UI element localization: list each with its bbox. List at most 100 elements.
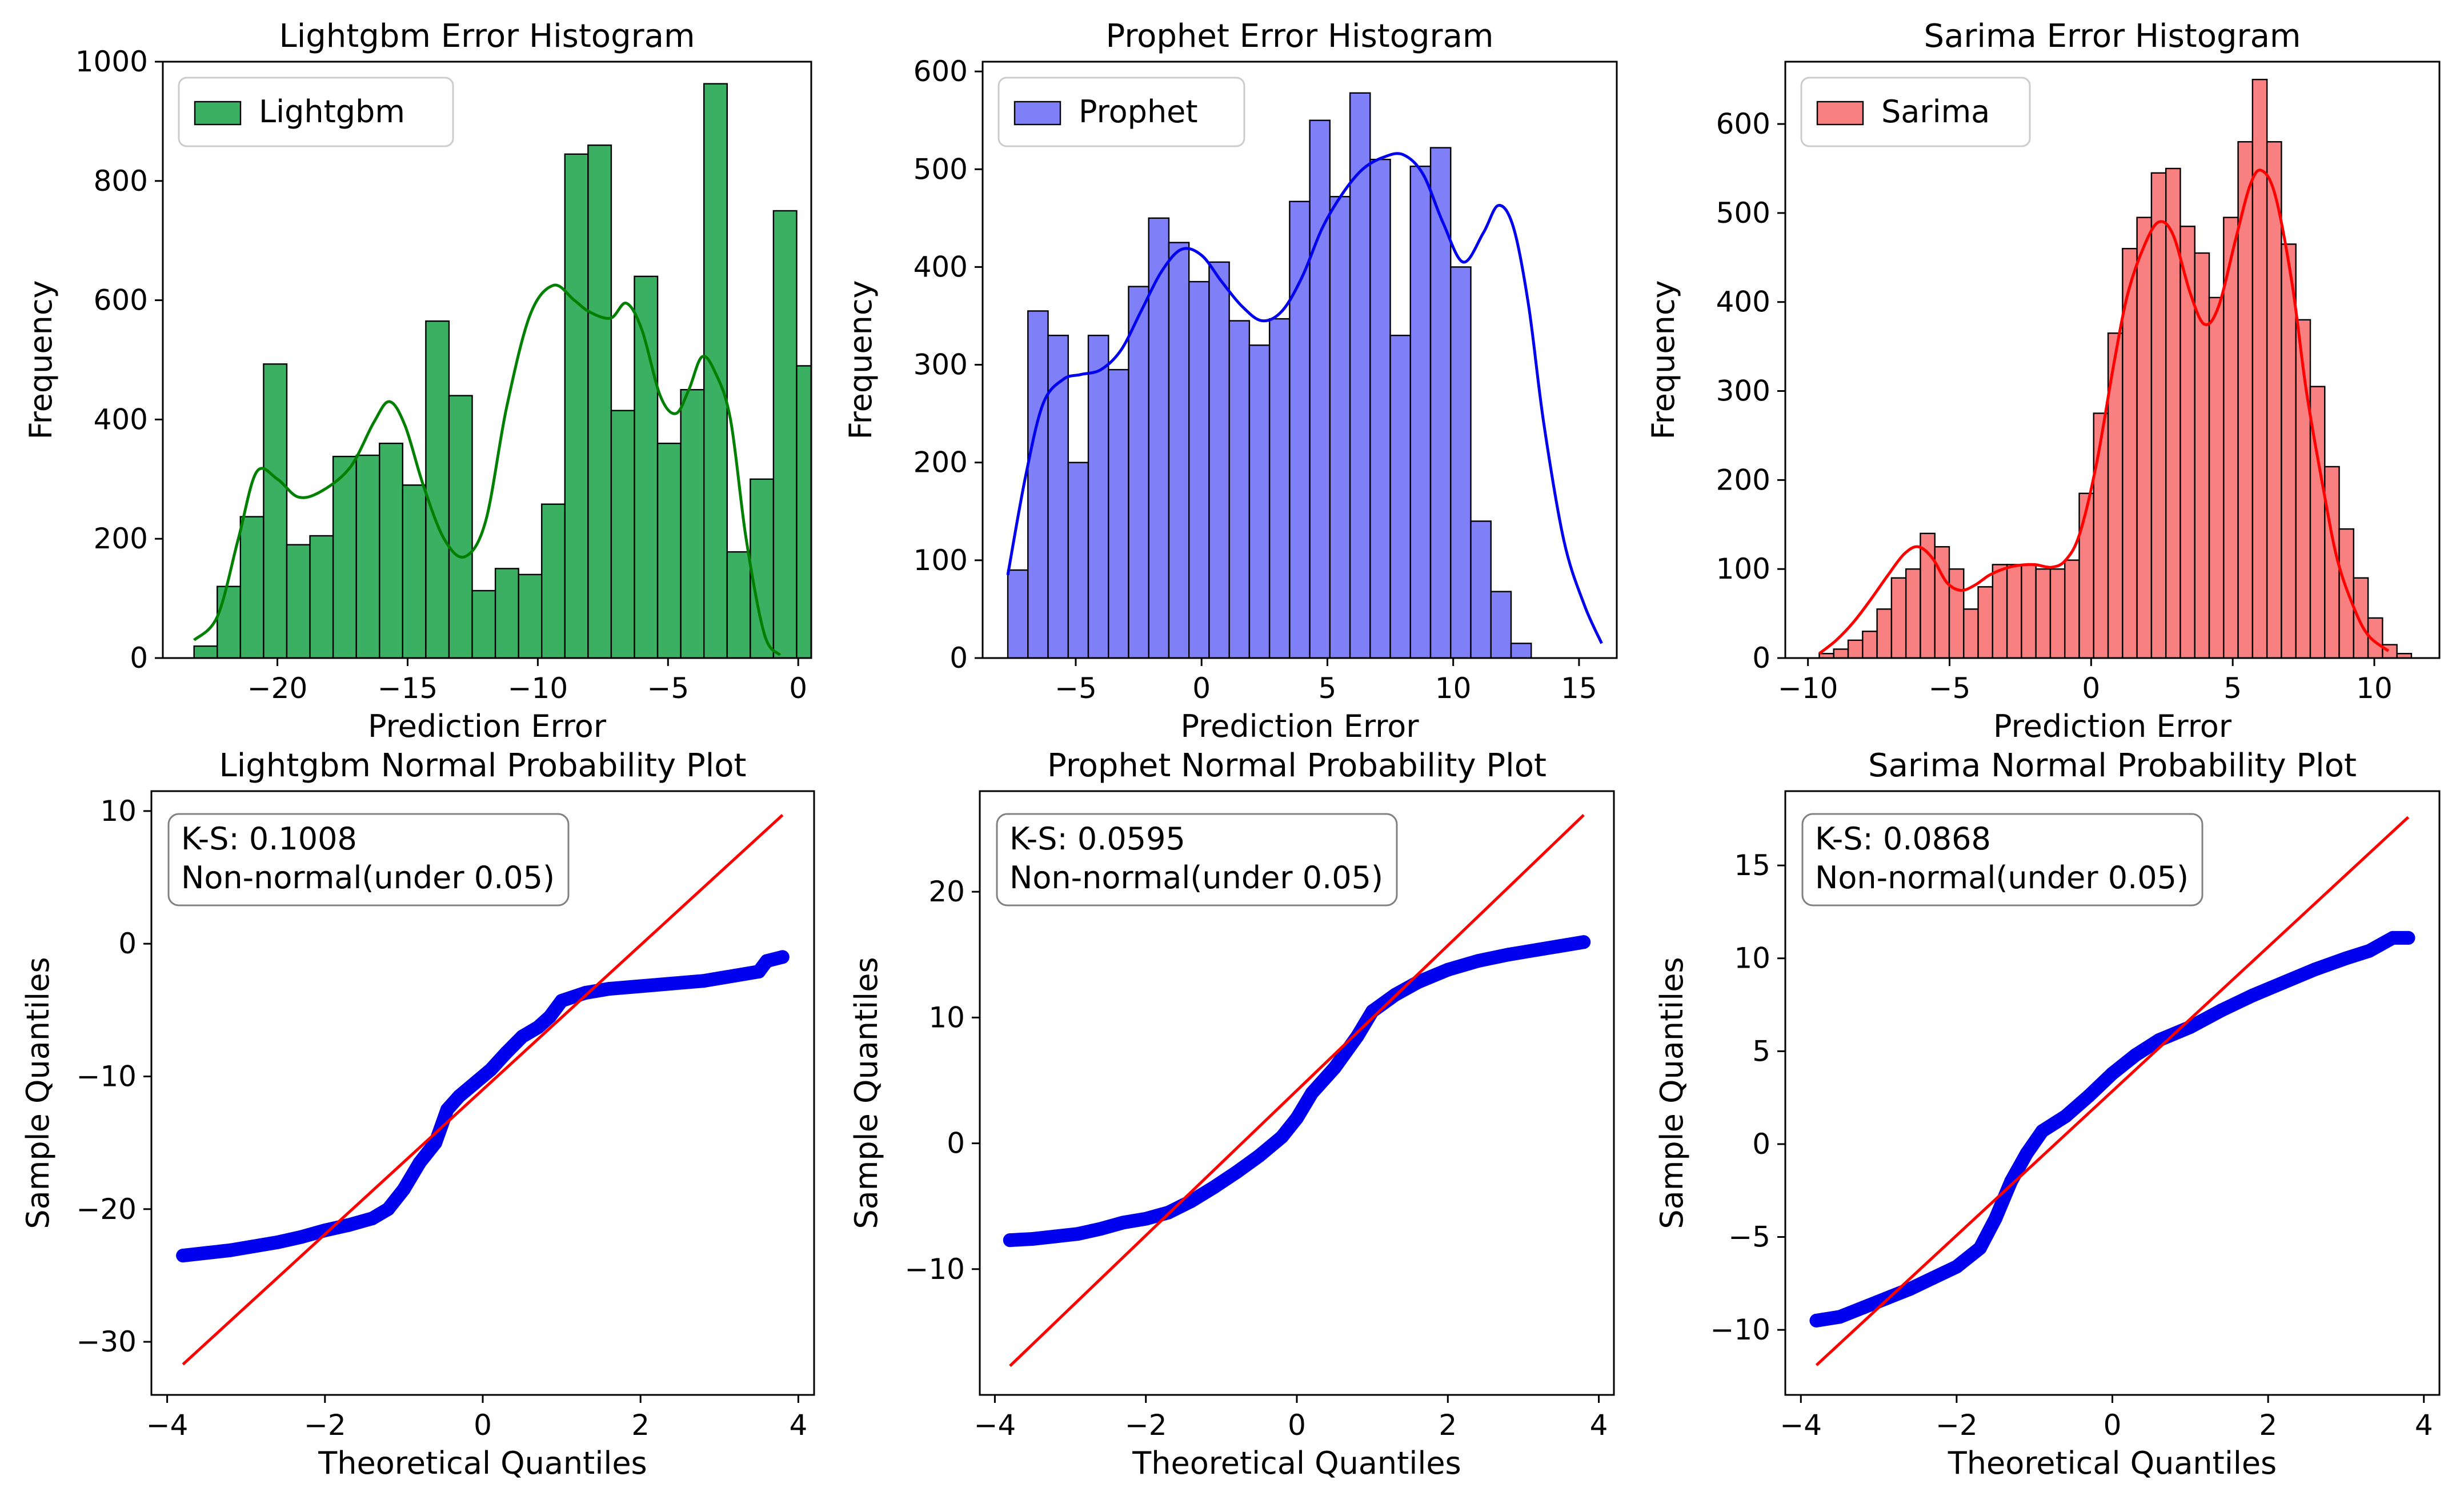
histogram-bar — [2208, 296, 2225, 658]
y-tick-label: 800 — [94, 165, 148, 198]
histogram-bar — [1108, 368, 1129, 658]
histogram-bar — [1128, 286, 1149, 658]
legend-box — [997, 77, 1245, 147]
x-axis-label: Theoretical Quantiles — [1948, 1445, 2277, 1481]
x-tick-label: 4 — [2415, 1409, 2433, 1442]
histogram-bar — [1948, 568, 1965, 658]
ks-verdict: Non-normal(under 0.05) — [1009, 860, 1383, 896]
ks-statistic: K-S: 0.0868 — [1815, 821, 1991, 857]
subplot-title: Sarima Normal Probability Plot — [1868, 747, 2357, 784]
ks-box — [1801, 813, 2203, 907]
histogram-bar — [518, 573, 543, 658]
x-tick-label: −5 — [1929, 672, 1971, 705]
x-tick-label: −15 — [378, 672, 438, 705]
histogram-bar — [1349, 92, 1371, 658]
subplot-title: Sarima Error Histogram — [1924, 18, 2301, 55]
subplot-title: Prophet Error Histogram — [1106, 18, 1494, 55]
histogram-bar — [587, 144, 612, 658]
y-tick-label: 300 — [914, 348, 968, 382]
x-tick-label: 2 — [631, 1409, 650, 1442]
histogram-bar — [1490, 591, 1512, 658]
legend-swatch — [1816, 101, 1864, 126]
y-tick-label: −30 — [76, 1325, 137, 1358]
x-tick-label: 2 — [1439, 1409, 1457, 1442]
y-tick-label: 400 — [1716, 286, 1770, 319]
histogram-bar — [1309, 119, 1331, 658]
y-tick-label: 0 — [947, 1127, 965, 1160]
x-tick-label: 0 — [1288, 1409, 1306, 1442]
histogram-bar — [796, 365, 811, 658]
subplot-6: −4 −2 0 2 4 15 10 5 0 −5 −10 Sarima Normal Probabil… — [1654, 747, 2441, 1481]
x-tick-label: 2 — [2259, 1409, 2277, 1442]
x-tick-label: 10 — [2356, 672, 2393, 705]
histogram-bar — [1862, 631, 1878, 658]
y-tick-label: 600 — [914, 55, 968, 88]
histogram-bar — [2136, 216, 2153, 658]
y-tick-label: 0 — [1752, 641, 1770, 675]
histogram-bar — [1833, 648, 1849, 658]
histogram-bar — [656, 442, 682, 658]
histogram-bar — [1409, 165, 1432, 658]
histogram-bar — [1890, 577, 1907, 658]
histogram-bar — [1208, 261, 1230, 658]
histogram-bar — [2078, 492, 2094, 658]
x-tick-label: −20 — [247, 672, 308, 705]
histogram-bar — [634, 275, 659, 658]
subplot-title: Lightgbm Error Histogram — [279, 18, 695, 55]
y-tick-label: 10 — [1734, 942, 1770, 975]
y-tick-label: 400 — [94, 403, 148, 436]
histogram-bar — [2150, 172, 2167, 658]
histogram-bar — [2266, 141, 2282, 658]
y-tick-label: 15 — [1734, 849, 1770, 882]
histogram-bar — [355, 454, 380, 658]
y-tick-label: 300 — [1716, 375, 1770, 408]
y-tick-label: −5 — [1728, 1221, 1770, 1254]
legend-label: Prophet — [1079, 94, 1198, 130]
histogram-bar — [1268, 318, 1291, 658]
x-tick-label: 5 — [1319, 672, 1337, 705]
y-tick-label: 500 — [914, 153, 968, 186]
ks-statistic: K-S: 0.0595 — [1009, 821, 1185, 857]
x-tick-label: 0 — [474, 1409, 492, 1442]
x-tick-label: −4 — [1780, 1409, 1822, 1442]
x-tick-label: −10 — [1778, 672, 1838, 705]
fit-line — [182, 813, 784, 1366]
subplot-5: −4 −2 0 2 4 20 10 0 −10 Prophet Normal Probabilit… — [848, 747, 1615, 1481]
histogram-bar — [1148, 217, 1170, 658]
histogram-bar — [1934, 546, 1950, 658]
y-axis-label: Sample Quantiles — [20, 957, 56, 1229]
y-tick-label: 1000 — [75, 45, 148, 78]
x-tick-label: −4 — [974, 1409, 1016, 1442]
axes-frame — [981, 61, 1618, 659]
x-tick-label: −2 — [1125, 1409, 1167, 1442]
histogram-bar — [2179, 226, 2195, 658]
histogram-bar — [2021, 564, 2037, 658]
histogram-bar — [1289, 200, 1311, 658]
y-axis-label: Sample Quantiles — [848, 957, 884, 1229]
legend-swatch — [1013, 101, 1061, 126]
x-tick-label: 0 — [789, 672, 807, 705]
y-axis-label: Frequency — [1645, 280, 1681, 440]
quantile-band — [176, 950, 790, 1263]
y-tick-label: 0 — [130, 641, 148, 675]
histogram-bar — [1248, 344, 1271, 658]
histogram-bar — [239, 516, 265, 658]
x-tick-label: 0 — [1192, 672, 1211, 705]
x-tick-label: 0 — [2104, 1409, 2122, 1442]
x-tick-label: 10 — [1435, 672, 1472, 705]
histogram-bar — [2093, 412, 2109, 658]
histogram-bar — [610, 410, 635, 658]
y-tick-label: 500 — [1716, 196, 1770, 230]
histogram-bar — [402, 484, 427, 658]
y-tick-label: −10 — [904, 1253, 965, 1286]
y-tick-label: 100 — [914, 544, 968, 577]
histogram-bar — [2223, 216, 2239, 658]
y-tick-label: 600 — [1716, 107, 1770, 141]
histogram-bar — [820, 646, 843, 658]
x-axis-label: Theoretical Quantiles — [318, 1445, 647, 1481]
histogram-bar — [1087, 335, 1109, 658]
histogram-bar — [541, 503, 566, 658]
histogram-bar — [2251, 78, 2268, 658]
x-tick-label: 5 — [2223, 672, 2242, 705]
